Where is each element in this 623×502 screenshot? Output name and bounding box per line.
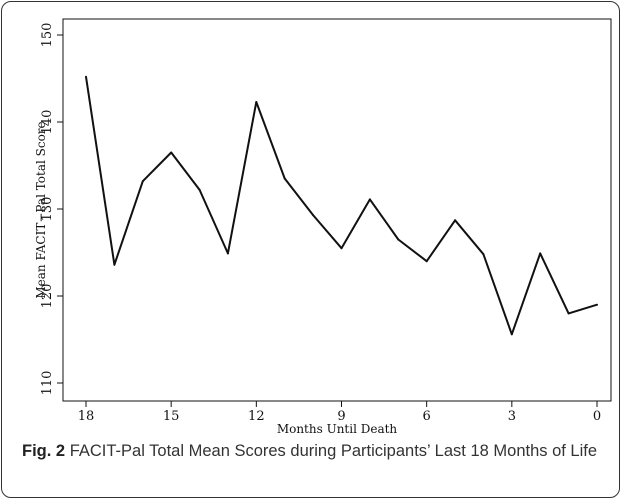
data-point [340, 247, 343, 250]
plot-area [62, 18, 612, 402]
data-point [226, 252, 229, 255]
x-axis-title: Months Until Death [277, 422, 398, 436]
data-point [312, 214, 315, 217]
y-axis-title: Mean FACIT−Pal Total Score [34, 121, 48, 298]
y-tick-label: 140 [40, 110, 55, 135]
data-point [368, 198, 371, 201]
y-axis: 110 120 130 140 150 [40, 23, 63, 396]
x-axis: 18 15 12 9 6 3 0 [78, 401, 601, 424]
figure-label: Fig. 2 [22, 442, 66, 460]
data-point [141, 180, 144, 183]
y-tick-label: 110 [40, 371, 55, 396]
data-point [85, 75, 87, 78]
data-point [425, 260, 428, 263]
x-tick-label: 15 [163, 409, 180, 424]
data-point [539, 252, 542, 255]
x-tick-label: 9 [337, 409, 345, 424]
data-points [85, 75, 598, 336]
data-point [567, 312, 570, 315]
data-point [510, 333, 513, 336]
x-tick-label: 3 [508, 409, 516, 424]
data-point [170, 151, 173, 154]
figure-caption: Fig. 2 FACIT-Pal Total Mean Scores durin… [22, 439, 612, 463]
data-point [397, 238, 400, 241]
data-point [255, 101, 258, 103]
x-tick-label: 18 [78, 409, 95, 424]
y-tick-label: 130 [40, 197, 55, 222]
x-tick-label: 12 [248, 409, 265, 424]
x-tick-label: 0 [593, 409, 601, 424]
data-point [283, 177, 286, 180]
data-point [596, 303, 598, 306]
data-point [482, 253, 485, 256]
data-point [454, 219, 457, 222]
line-chart: 110 120 130 140 150 18 15 12 9 6 3 0 Mean FACIT−Pa… [34, 18, 612, 436]
data-point [198, 188, 201, 191]
y-tick-label: 150 [40, 23, 55, 48]
x-tick-label: 6 [423, 409, 431, 424]
y-tick-label: 120 [40, 284, 55, 309]
figure-caption-text: FACIT-Pal Total Mean Scores during Parti… [69, 442, 598, 460]
data-point [113, 263, 116, 266]
series-line [85, 76, 598, 336]
